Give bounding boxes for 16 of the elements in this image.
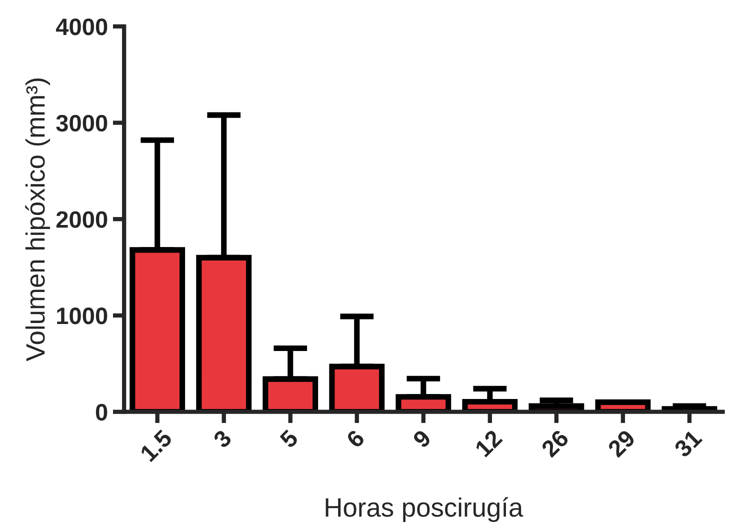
y-tick-label: 1000 [57,308,108,324]
x-tick-label: 6 [346,428,366,449]
y-axis-title: Volumen hipóxico (mm³) [25,78,50,362]
x-tick-label: 9 [412,428,432,449]
x-axis-title: Horas poscirugía [326,497,524,522]
y-tick-label: 3000 [56,114,108,132]
x-tick-label: 3 [212,428,232,449]
y-tick-label: 0 [96,404,108,421]
x-tick-label: 29 [606,428,636,458]
x-tick-label: 5 [279,428,300,449]
x-tick-label: 1.5 [140,428,173,462]
x-tick-label: 31 [673,428,703,458]
x-tick-label: 12 [474,428,503,458]
y-tick-label: 4000 [56,18,108,36]
y-tick-label: 2000 [56,211,108,228]
x-tick-label: 26 [540,428,570,458]
